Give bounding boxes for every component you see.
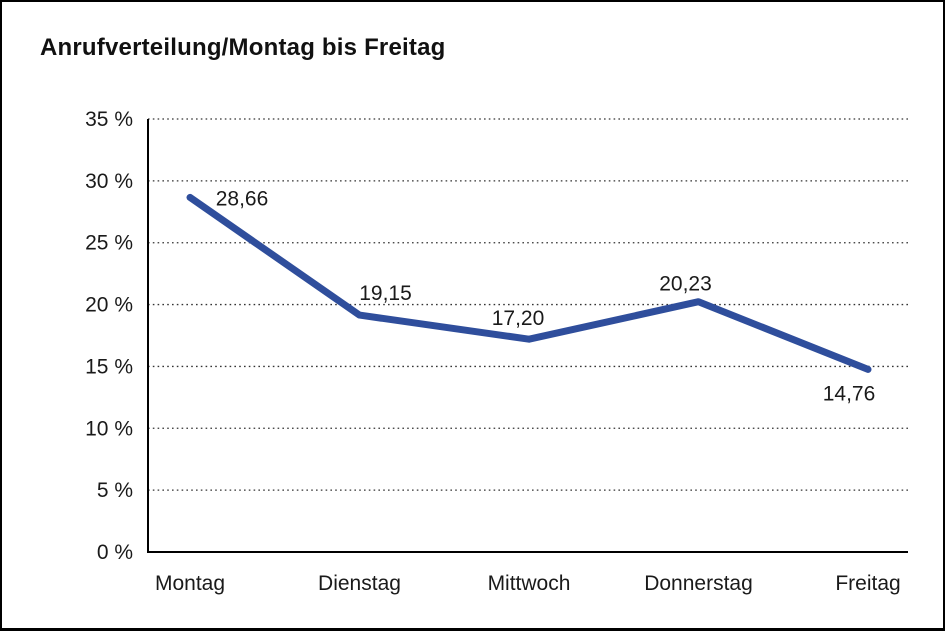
y-tick-label: 10 % <box>85 417 133 440</box>
chart-title: Anrufverteilung/Montag bis Freitag <box>40 34 446 61</box>
y-tick-label: 0 % <box>97 541 133 564</box>
data-point-label: 17,20 <box>492 307 545 330</box>
x-category-label: Dienstag <box>318 572 401 595</box>
y-tick-label: 30 % <box>85 170 133 193</box>
data-point-label: 20,23 <box>659 273 712 296</box>
data-point-label: 19,15 <box>359 282 412 305</box>
x-category-label: Freitag <box>835 572 900 595</box>
y-tick-label: 15 % <box>85 355 133 378</box>
y-tick-label: 35 % <box>85 108 133 131</box>
x-category-label: Donnerstag <box>644 572 753 595</box>
x-category-label: Mittwoch <box>488 572 571 595</box>
y-tick-label: 25 % <box>85 232 133 255</box>
data-point-label: 28,66 <box>216 187 269 210</box>
data-line <box>186 193 872 373</box>
y-tick-label: 20 % <box>85 294 133 317</box>
y-tick-label: 5 % <box>97 479 133 502</box>
data-point-label: 14,76 <box>823 382 876 405</box>
x-category-label: Montag <box>155 572 225 595</box>
